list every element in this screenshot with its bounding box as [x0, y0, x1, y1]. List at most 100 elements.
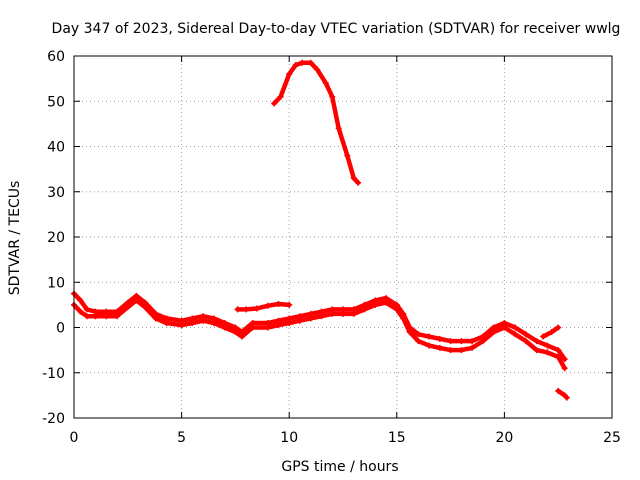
data-point — [522, 338, 529, 345]
data-point — [436, 335, 443, 342]
data-point — [296, 317, 303, 324]
x-tick-label: 20 — [495, 430, 513, 446]
data-point — [133, 297, 140, 304]
data-point — [447, 347, 454, 354]
data-point — [490, 329, 497, 336]
data-point — [393, 306, 400, 313]
x-tick-label: 5 — [177, 430, 186, 446]
x-tick-label: 15 — [388, 430, 406, 446]
y-tick-label: 30 — [47, 185, 65, 201]
data-point — [243, 306, 250, 313]
data-point — [275, 322, 282, 329]
data-point — [350, 310, 357, 317]
data-point — [286, 301, 293, 308]
data-point — [469, 338, 476, 345]
y-axis-label: SDTVAR / TECUs — [7, 181, 23, 296]
data-point — [436, 344, 443, 351]
x-tick-label: 10 — [280, 430, 298, 446]
data-point — [415, 338, 422, 345]
data-point — [210, 319, 217, 326]
data-point — [447, 338, 454, 345]
y-tick-label: 0 — [56, 321, 65, 337]
data-point — [458, 347, 465, 354]
data-point — [271, 100, 278, 107]
data-point — [533, 347, 540, 354]
data-point — [275, 300, 282, 307]
data-point — [415, 331, 422, 338]
data-point — [83, 313, 90, 320]
chart-title: Day 347 of 2023, Sidereal Day-to-day VTE… — [52, 21, 621, 37]
data-point — [501, 324, 508, 331]
grid — [74, 56, 612, 418]
data-point — [163, 319, 170, 326]
series-short-segment — [235, 301, 292, 312]
data-point — [329, 310, 336, 317]
series-end-segment — [555, 388, 570, 400]
data-point — [512, 331, 519, 338]
data-point — [372, 301, 379, 308]
series-high-arc — [271, 60, 361, 185]
data-point — [307, 315, 314, 322]
data-point — [322, 80, 329, 87]
y-tick-label: 40 — [47, 140, 65, 156]
data-point — [318, 313, 325, 320]
data-point — [458, 338, 465, 345]
data-point — [77, 297, 84, 304]
data-point — [344, 152, 351, 159]
data-point — [512, 324, 519, 331]
data-point — [189, 319, 196, 326]
data-point — [540, 333, 547, 340]
data-point — [142, 304, 149, 311]
data-point — [555, 387, 562, 394]
data-point — [355, 179, 362, 186]
data-point — [544, 342, 551, 349]
x-tick-label: 0 — [70, 430, 79, 446]
data-point — [561, 356, 568, 363]
data-point — [286, 71, 293, 78]
data-point — [479, 338, 486, 345]
series-layer — [71, 59, 570, 401]
data-point — [361, 306, 368, 313]
data-point — [426, 333, 433, 340]
data-point — [277, 93, 284, 100]
data-point — [238, 333, 245, 340]
data-point — [469, 344, 476, 351]
data-point — [548, 329, 555, 336]
data-point — [264, 324, 271, 331]
data-point — [221, 324, 228, 331]
data-point — [307, 59, 314, 66]
y-tick-label: 50 — [47, 94, 65, 110]
x-axis-label: GPS time / hours — [281, 459, 398, 475]
data-point — [555, 353, 562, 360]
y-tick-label: -10 — [42, 366, 65, 382]
data-point — [292, 62, 299, 69]
y-tick-label: 60 — [47, 49, 65, 65]
data-point — [406, 329, 413, 336]
data-point — [400, 315, 407, 322]
data-point — [555, 347, 562, 354]
data-point — [563, 394, 570, 401]
data-point — [178, 322, 185, 329]
data-point — [83, 306, 90, 313]
data-point — [335, 125, 342, 132]
data-point — [544, 349, 551, 356]
data-point — [152, 315, 159, 322]
y-tick-label: 10 — [47, 275, 65, 291]
y-tick-label: -20 — [42, 411, 65, 427]
data-point — [114, 313, 121, 320]
data-point — [77, 308, 84, 315]
data-point — [299, 59, 306, 66]
data-point — [340, 310, 346, 317]
data-point — [249, 324, 256, 331]
data-point — [253, 305, 260, 312]
data-point — [200, 317, 207, 324]
data-point — [561, 365, 568, 372]
data-point — [314, 66, 321, 73]
series-main-band-upper — [71, 291, 567, 362]
data-point — [232, 329, 239, 336]
data-point — [383, 299, 390, 306]
ticks: 0 5 10 15 20 25 -20 -10 0 10 20 30 40 50 60 — [42, 49, 621, 446]
data-point — [234, 306, 241, 313]
data-point — [426, 342, 433, 349]
